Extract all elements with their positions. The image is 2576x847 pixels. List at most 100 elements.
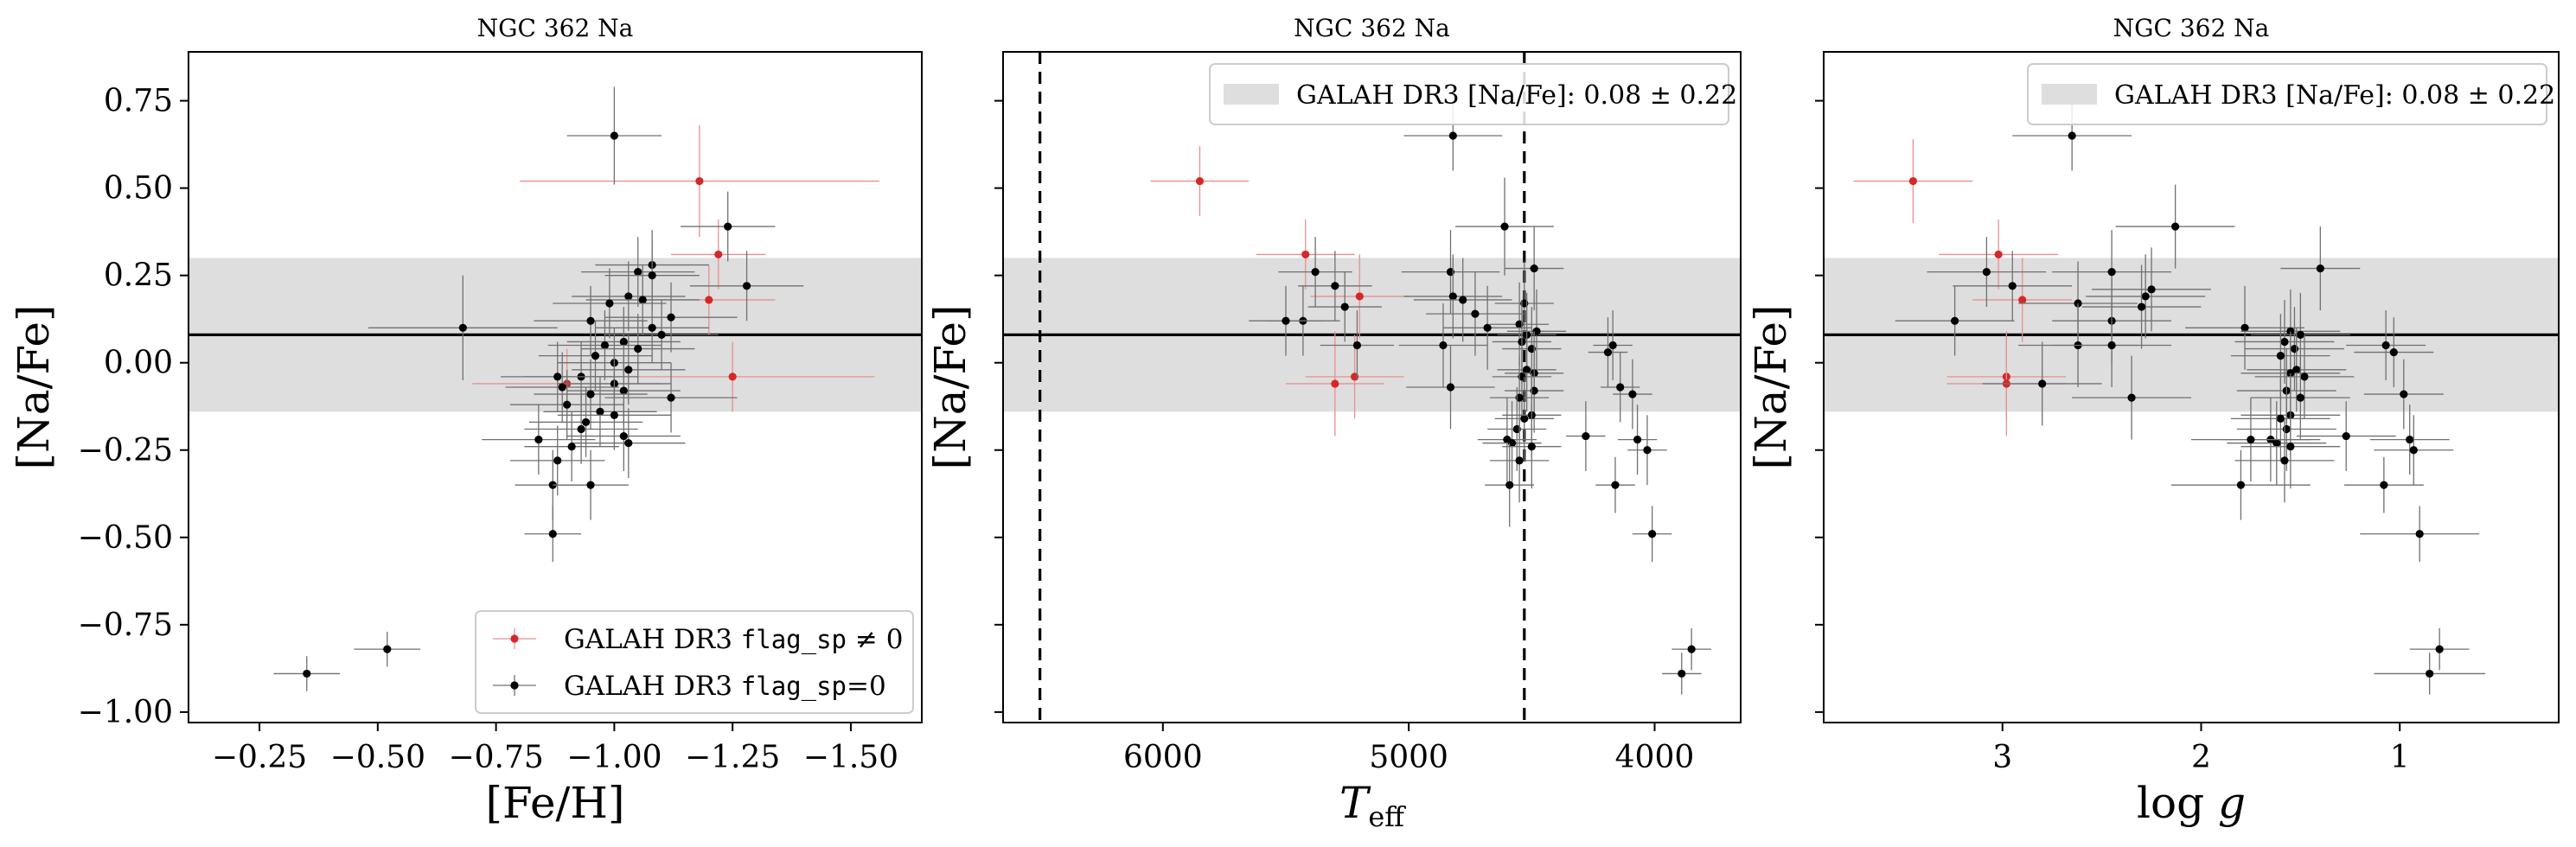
- data-point: [1439, 341, 1448, 350]
- data-point: [303, 669, 311, 678]
- x-tick-label: 5000: [1369, 740, 1448, 775]
- data-point: [1471, 309, 1480, 318]
- data-point: [2236, 481, 2246, 489]
- data-point: [2276, 414, 2285, 423]
- y-tick-label: 0.00: [104, 346, 173, 381]
- legend-marker: [510, 634, 519, 643]
- y-axis-label: [Na/Fe]: [1746, 305, 1796, 470]
- data-point: [1633, 436, 1642, 444]
- data-point: [2247, 436, 2255, 444]
- data-point: [2296, 393, 2304, 402]
- data-point: [728, 373, 737, 381]
- y-tick-label: 0.25: [104, 258, 173, 294]
- data-point: [563, 400, 572, 409]
- data-point: [648, 271, 656, 280]
- data-point: [2068, 131, 2076, 140]
- y-tick-label: −1.00: [78, 695, 173, 730]
- data-point: [1195, 176, 1205, 186]
- data-point: [591, 352, 600, 360]
- data-point: [2147, 285, 2156, 294]
- data-point: [2137, 302, 2146, 311]
- data-point: [2426, 669, 2434, 678]
- data-point: [667, 313, 675, 322]
- axes-frame: [188, 51, 923, 723]
- data-point: [1352, 341, 1362, 350]
- x-axis-label: [Fe/H]: [485, 778, 624, 828]
- data-point: [2380, 481, 2388, 489]
- data-point: [714, 250, 723, 259]
- data-point: [1340, 302, 1349, 311]
- data-point: [2008, 282, 2017, 290]
- data-point: [2282, 424, 2291, 434]
- data-point: [1500, 222, 1509, 231]
- data-point: [2316, 264, 2324, 273]
- x-axis-label: log g: [2137, 778, 2246, 828]
- data-point: [1331, 282, 1339, 290]
- y-tick-label: −0.25: [78, 433, 173, 468]
- data-point: [1520, 414, 1529, 423]
- data-point: [610, 131, 618, 140]
- data-point: [2272, 439, 2281, 448]
- x-tick-label: 6000: [1123, 740, 1203, 775]
- data-point: [553, 373, 562, 381]
- series-flagged: [1853, 139, 2073, 436]
- data-point: [2389, 347, 2398, 357]
- data-point: [1951, 316, 1959, 325]
- x-tick-label: −1.00: [566, 740, 662, 775]
- data-point: [1994, 250, 2003, 259]
- data-point: [742, 282, 751, 290]
- legend-marker: [510, 681, 519, 690]
- data-point: [695, 176, 704, 186]
- data-point: [2280, 337, 2289, 347]
- legend-band-swatch: [1224, 84, 1279, 105]
- y-tick-label: −0.50: [78, 520, 173, 556]
- x-tick-label: 1: [2390, 740, 2410, 775]
- data-point: [577, 424, 585, 434]
- legend-box: [475, 610, 914, 714]
- data-point: [1608, 341, 1617, 350]
- panel-2: 6000 5000 4000 NGC 362 Na Teff [Na/Fe] GALAH D…: [925, 14, 1742, 833]
- data-point: [548, 530, 557, 538]
- data-point: [1678, 669, 1686, 678]
- y-tick-label: 0.75: [104, 84, 173, 119]
- x-tick-label: −0.25: [212, 740, 307, 775]
- data-point: [2276, 352, 2285, 360]
- data-point: [1982, 268, 1991, 277]
- data-point: [624, 366, 633, 374]
- data-point: [2107, 268, 2116, 277]
- data-point: [458, 323, 467, 332]
- legend-box: [2027, 63, 2547, 125]
- x-tick-label: −0.50: [330, 740, 425, 775]
- data-point: [2296, 330, 2304, 339]
- panel-title: NGC 362 Na: [477, 14, 634, 42]
- data-point: [1459, 296, 1467, 304]
- data-point: [383, 645, 392, 653]
- data-point: [2300, 373, 2309, 381]
- data-point: [1643, 446, 1652, 455]
- legend-label: GALAH DR3 flag_sp=0: [564, 671, 886, 702]
- data-point: [1311, 268, 1320, 277]
- panel-title: NGC 362 Na: [2113, 14, 2270, 42]
- data-point: [2240, 323, 2249, 332]
- data-point: [610, 411, 618, 419]
- data-point: [567, 443, 576, 451]
- data-point: [624, 439, 633, 448]
- y-axis-label: [Na/Fe]: [9, 305, 59, 470]
- data-point: [534, 436, 543, 444]
- data-point: [667, 393, 675, 402]
- data-point: [1527, 443, 1536, 451]
- x-axis-label: Teff: [1339, 778, 1406, 833]
- data-point: [638, 296, 647, 304]
- data-point: [1446, 383, 1455, 392]
- data-point: [586, 316, 595, 325]
- axes-frame: [1823, 51, 2560, 723]
- data-point: [624, 292, 633, 301]
- data-point: [2038, 379, 2047, 388]
- data-point: [619, 337, 628, 347]
- data-point: [634, 268, 642, 277]
- data-point: [586, 481, 595, 489]
- data-point: [1687, 645, 1696, 653]
- data-point: [2381, 341, 2390, 350]
- data-point: [2292, 366, 2301, 374]
